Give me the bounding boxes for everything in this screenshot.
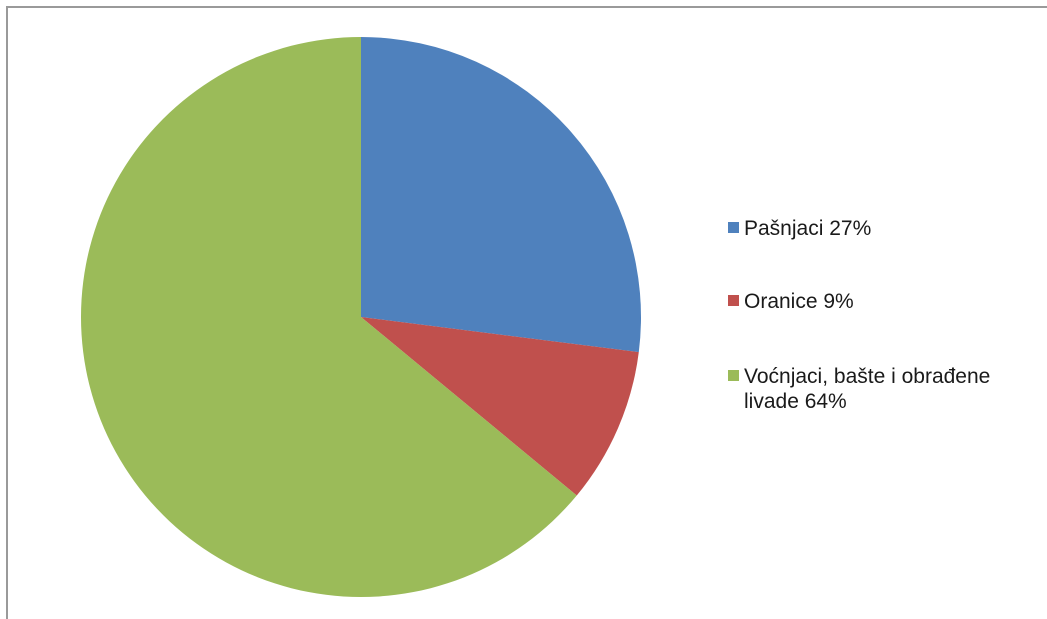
legend-item-pasnjaci: Pašnjaci 27% — [728, 216, 1040, 241]
pie-slice-pasnjaci — [361, 37, 641, 353]
pie-slice-oranice — [361, 317, 639, 496]
legend-swatch-vocnjaci — [728, 370, 739, 381]
legend-swatch-pasnjaci — [728, 222, 739, 233]
legend-item-oranice: Oranice 9% — [728, 289, 1040, 314]
legend-item-vocnjaci: Voćnjaci, bašte i obrađene livade 64% — [728, 364, 1040, 414]
legend-label-vocnjaci: Voćnjaci, bašte i obrađene livade 64% — [744, 365, 991, 413]
legend-swatch-oranice — [728, 295, 739, 306]
pie-slice-vocnjaci — [81, 37, 577, 598]
legend-label-pasnjaci: Pašnjaci 27% — [744, 217, 872, 240]
legend-label-oranice: Oranice 9% — [744, 290, 854, 313]
pie-slices — [81, 37, 641, 598]
